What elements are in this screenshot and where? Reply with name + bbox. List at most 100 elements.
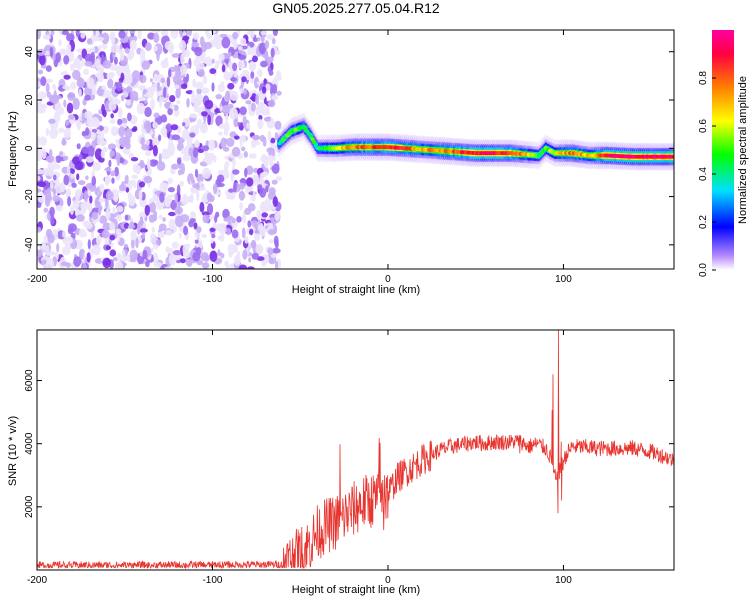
noise-blob	[76, 77, 85, 88]
noise-blob	[232, 31, 239, 40]
noise-blob	[115, 214, 122, 222]
noise-blob	[45, 155, 55, 163]
noise-blob	[128, 179, 137, 186]
noise-blob	[246, 266, 255, 269]
x-tick-label: 0	[385, 575, 391, 586]
noise-blob	[118, 30, 126, 39]
noise-blob	[199, 201, 205, 213]
noise-blob	[165, 246, 170, 253]
noise-blob	[252, 140, 261, 146]
noise-blob	[171, 241, 179, 249]
noise-blob	[46, 78, 53, 84]
noise-blob	[63, 127, 71, 139]
noise-blob	[231, 146, 241, 157]
noise-blob	[233, 254, 241, 266]
noise-blob	[239, 178, 247, 183]
noise-blob	[218, 131, 223, 136]
noise-blob	[124, 47, 130, 54]
noise-blob	[180, 214, 190, 223]
noise-blob	[131, 174, 138, 180]
noise-blob	[218, 223, 222, 234]
noise-blob	[82, 220, 91, 227]
noise-blob	[190, 193, 194, 203]
noise-blob	[162, 183, 169, 188]
noise-blob	[247, 45, 251, 56]
noise-blob	[151, 226, 156, 233]
noise-blob	[261, 212, 269, 218]
noise-blob	[237, 60, 245, 70]
noise-blob	[164, 40, 174, 51]
noise-blob	[116, 252, 122, 263]
noise-blob	[65, 188, 72, 199]
noise-blob	[179, 180, 184, 187]
noise-blob	[156, 49, 160, 62]
noise-blob	[139, 74, 147, 84]
noise-blob	[272, 30, 278, 37]
noise-blob	[174, 193, 178, 204]
noise-blob	[85, 156, 94, 163]
snr-xlabel: Height of straight line (km)	[292, 584, 420, 596]
noise-blob	[238, 46, 243, 51]
x-tick-label: 100	[555, 575, 572, 586]
colorbar-tick-label: 0.2	[698, 215, 709, 229]
noise-blob	[56, 243, 60, 253]
noise-blob	[233, 181, 237, 193]
noise-blob	[37, 168, 43, 175]
noise-blob	[213, 34, 222, 45]
noise-blob	[90, 132, 96, 141]
noise-blob	[196, 173, 204, 183]
noise-blob	[52, 195, 60, 202]
noise-blob	[72, 156, 81, 165]
noise-blob	[202, 75, 208, 85]
y-tick-label: 20	[24, 94, 35, 106]
noise-blob	[175, 87, 181, 99]
noise-blob	[226, 227, 231, 236]
noise-blob	[193, 101, 200, 113]
noise-blob	[226, 137, 235, 147]
noise-blob	[217, 249, 221, 257]
noise-blob	[138, 211, 146, 219]
noise-blob	[85, 175, 89, 180]
noise-blob	[122, 249, 126, 262]
noise-blob	[196, 88, 202, 95]
noise-blob	[45, 82, 50, 94]
colorbar-tick-label: 0.8	[698, 71, 709, 85]
noise-blob	[259, 223, 264, 231]
noise-blob	[148, 201, 156, 213]
noise-blob	[67, 196, 72, 207]
noise-blob	[226, 262, 230, 269]
noise-blob	[197, 69, 205, 78]
snr-frame	[36, 329, 675, 571]
noise-blob	[153, 261, 163, 268]
noise-blob	[242, 211, 247, 224]
noise-blob	[111, 35, 115, 46]
noise-blob	[241, 227, 246, 239]
noise-blob	[37, 188, 42, 193]
noise-blob	[193, 222, 198, 230]
noise-blob	[62, 85, 70, 90]
noise-blob	[105, 245, 111, 250]
noise-blob	[204, 99, 214, 110]
noise-blob	[192, 78, 197, 88]
noise-blob	[261, 108, 269, 116]
noise-blob	[37, 226, 42, 233]
noise-blob	[142, 249, 148, 260]
noise-blob	[209, 250, 218, 262]
noise-blob	[55, 52, 61, 63]
noise-blob	[178, 232, 182, 239]
noise-blob	[81, 59, 85, 67]
noise-blob	[80, 201, 89, 211]
noise-blob	[183, 225, 189, 236]
noise-blob	[156, 161, 166, 171]
x-tick-label: 0	[385, 274, 391, 285]
ridge-cell	[310, 137, 315, 142]
noise-blob	[119, 184, 127, 192]
x-tick-label: -100	[202, 274, 222, 285]
noise-blob	[189, 218, 196, 223]
noise-blob	[152, 159, 159, 165]
noise-blob	[196, 226, 202, 234]
noise-blob	[96, 88, 105, 96]
noise-blob	[182, 49, 191, 57]
noise-blob	[179, 258, 186, 264]
